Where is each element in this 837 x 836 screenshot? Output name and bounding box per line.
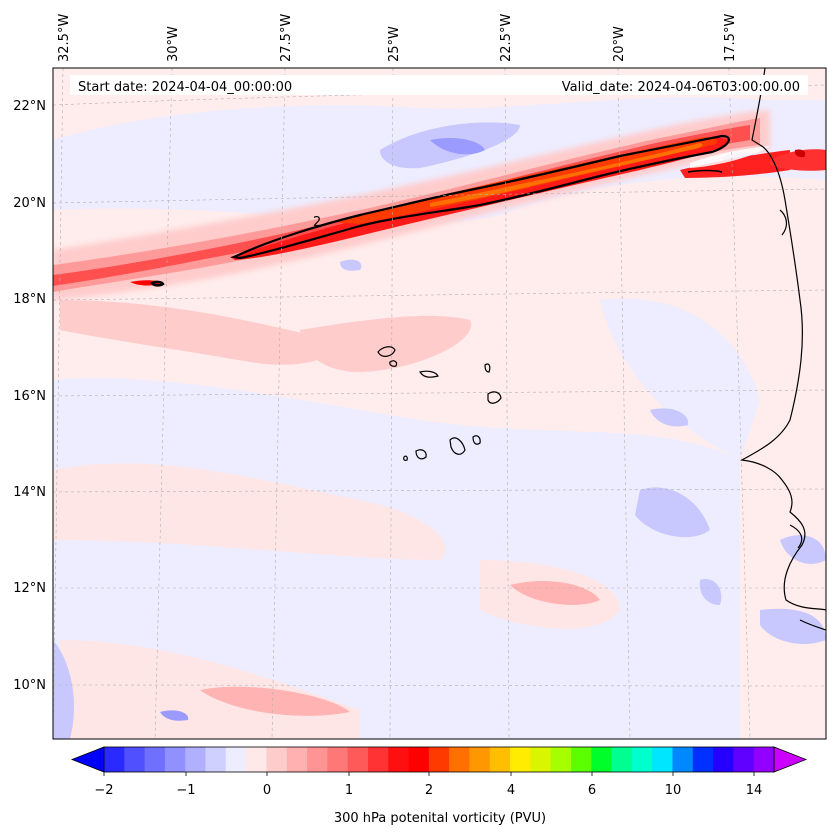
colorbar-swatch [631,747,653,772]
lon-label: 32.5°W [57,14,72,62]
date-info-bar [70,75,808,95]
colorbar-tick-label: −1 [176,783,195,798]
colorbar-swatch [530,747,552,772]
colorbar-swatch [124,747,146,772]
colorbar-tick-label: −2 [94,783,113,798]
colorbar-swatch [692,747,714,772]
graticule [53,68,826,739]
colorbar-swatch [469,747,491,772]
colorbar-swatch [104,747,125,772]
colorbar-swatch [652,747,674,772]
colorbar-swatch [185,747,207,772]
colorbar-tick-label: 10 [665,783,682,798]
lon-label: 17.5°W [723,14,738,62]
colorbar-swatch [164,747,186,772]
colorbar-tick-label: 6 [588,783,596,798]
colorbar-swatch [347,747,369,772]
colorbar-swatch [449,747,471,772]
colorbar-swatch [591,747,613,772]
colorbar-tick-label: 14 [746,783,763,798]
cape-verde-islands [377,346,502,461]
colorbar-tick-label: 1 [345,783,353,798]
lat-label: 22°N [13,99,46,114]
lat-label: 12°N [13,581,46,596]
latitude-labels: 22°N 20°N 18°N 16°N 14°N 12°N 10°N [13,99,46,693]
lat-label: 14°N [13,485,46,500]
colorbar-frame [103,746,775,773]
lat-label: 20°N [13,196,46,211]
coastline [740,68,826,631]
colorbar-swatch [510,747,531,772]
colorbar-swatch [205,747,227,772]
colorbar-swatch [713,747,734,772]
moderate-pv-patches [60,300,600,716]
colorbar-tick-label: 0 [263,783,271,798]
colorbar-swatch [144,747,166,772]
lon-label: 25°W [387,26,402,62]
colorbar-swatch [733,747,755,772]
lat-label: 18°N [13,292,46,307]
colorbar-swatch [550,747,572,772]
colorbar-title: 300 hPa potenital vorticity (PVU) [334,811,546,826]
longitude-labels: 32.5°W 30°W 27.5°W 25°W 22.5°W 20°W 17.5… [57,14,738,62]
colorbar-swatch [225,747,247,772]
start-date-text: Start date: 2024-04-04_00:00:00 [78,80,292,95]
colorbar-swatch [286,747,308,772]
colorbar-swatch [307,747,328,772]
colorbar-swatch [611,747,633,772]
colorbar-swatch [489,747,511,772]
lat-label: 10°N [13,678,46,693]
colorbar-swatch [266,747,288,772]
colorbar-extend-min [70,746,105,773]
colorbar-tick-label: 2 [425,783,433,798]
colorbar-ticks: −2 −1 0 1 2 4 6 10 14 [94,783,762,798]
colorbar-swatch [672,747,694,772]
colorbar-extend-max [773,746,808,773]
colorbar-swatch [408,747,430,772]
colorbar-swatch [428,747,450,772]
colorbar-swatch [388,747,410,772]
contour-label: 2 [313,215,321,230]
colorbar [70,746,808,776]
map-area: 2 [53,68,826,739]
lat-label: 16°N [13,389,46,404]
colorbar-swatch [367,747,389,772]
colorbar-swatch [570,747,592,772]
map-frame [52,67,827,740]
valid-date-text: Valid_date: 2024-04-06T03:00:00.00 [562,80,800,95]
lon-label: 27.5°W [279,14,294,62]
lon-label: 20°W [612,26,627,62]
lon-label: 22.5°W [499,14,514,62]
pv-2-contour [150,134,730,287]
pv-streamer [53,110,826,300]
colorbar-tick-label: 4 [507,783,515,798]
colorbar-swatch [753,747,775,772]
colorbar-swatch [246,747,268,772]
lon-label: 30°W [166,26,181,62]
colorbar-swatch [327,747,349,772]
